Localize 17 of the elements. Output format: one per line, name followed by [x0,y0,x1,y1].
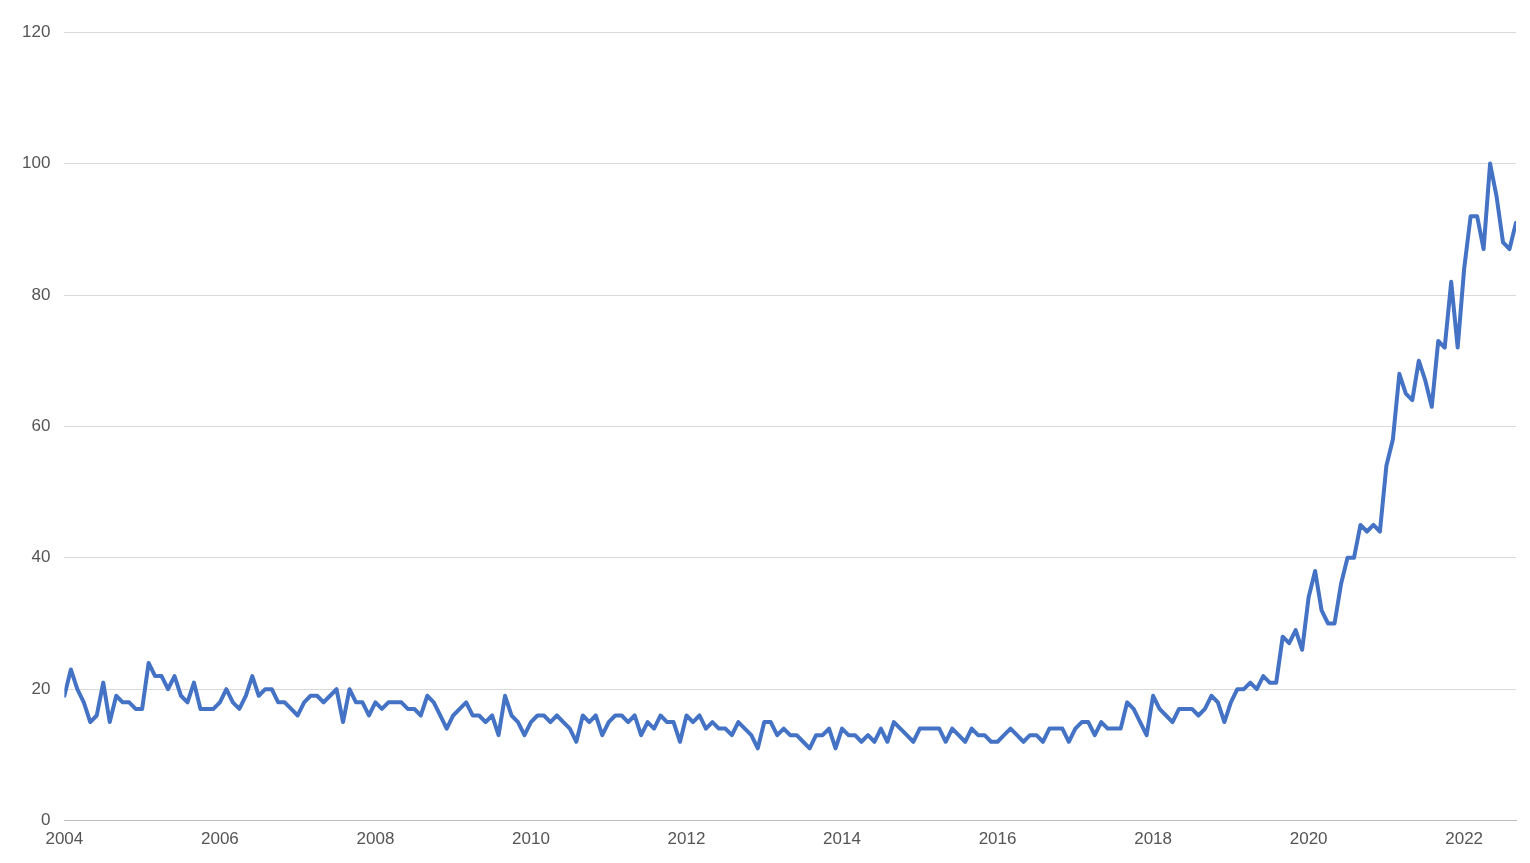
x-tick-label: 2012 [667,829,706,849]
x-tick-label: 2022 [1445,829,1484,849]
y-tick-label: 20 [31,678,51,698]
x-tick-label: 2018 [1134,829,1173,849]
y-tick-label: 0 [40,810,51,830]
x-tick-label: 2010 [512,829,550,849]
y-tick-label: 60 [31,416,51,436]
x-tick-label: 2004 [45,829,84,849]
y-tick-label: 40 [31,547,51,567]
y-tick-label: 80 [31,284,51,304]
x-tick-label: 2008 [356,829,395,849]
x-tick-label: 2020 [1289,829,1328,849]
x-tick-label: 2006 [200,829,239,849]
y-tick-label: 100 [21,153,51,173]
x-tick-label: 2014 [823,829,861,849]
y-tick-label: 120 [21,21,51,41]
x-tick-label: 2016 [978,829,1017,849]
